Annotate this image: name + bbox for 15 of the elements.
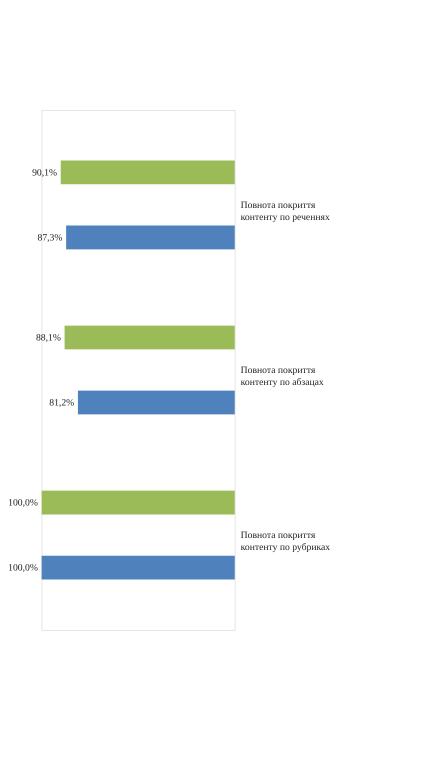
y-tick-label: Повнота покриття контенту по рубриках xyxy=(240,530,330,553)
bar xyxy=(64,326,235,350)
bar xyxy=(42,556,235,580)
data-label: 100,0% xyxy=(8,498,38,509)
bar xyxy=(60,160,235,184)
bar xyxy=(42,490,235,514)
data-label: 90,1% xyxy=(32,167,58,178)
data-label: 88,1% xyxy=(36,332,61,344)
data-label: 81,2% xyxy=(49,397,74,408)
y-tick-label: Повнота покриття контенту по реченнях xyxy=(240,200,330,223)
data-label: 100,0% xyxy=(8,562,38,574)
bar xyxy=(66,226,235,250)
y-tick-label: Повнота покриття контенту по абзацах xyxy=(240,364,324,388)
bar xyxy=(78,390,235,414)
data-label: 87,3% xyxy=(38,232,62,244)
